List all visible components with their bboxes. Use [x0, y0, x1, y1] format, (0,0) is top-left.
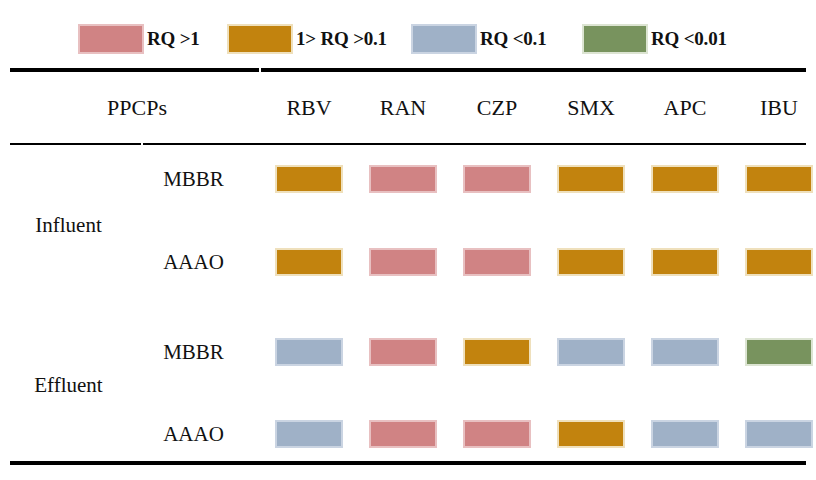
rq-category-swatch	[369, 248, 437, 276]
treatment-label: AAAO	[125, 248, 262, 276]
group-label-effluent: Effluent	[12, 372, 125, 398]
column-header-ran: RAN	[356, 95, 450, 121]
cell-ran	[356, 338, 450, 366]
ppcp-rq-heatmap-figure: RQ >1 1> RQ >0.1 RQ <0.1 RQ <0.01 PPCPs RBV…	[0, 0, 816, 480]
rq-category-swatch	[745, 165, 813, 193]
header-divider-left-segment	[10, 143, 141, 145]
table-row: AAAO	[12, 248, 816, 276]
rq-category-swatch	[745, 420, 813, 448]
legend-item: RQ <0.1	[411, 24, 546, 54]
table-row: MBBR	[12, 165, 816, 193]
cell-czp	[450, 420, 544, 448]
column-header-apc: APC	[638, 95, 732, 121]
cell-ibu	[732, 338, 816, 366]
rq-category-swatch	[463, 338, 531, 366]
cell-ibu	[732, 248, 816, 276]
cell-rbv	[262, 338, 356, 366]
table-row: AAAO	[12, 420, 816, 448]
cell-smx	[544, 338, 638, 366]
legend-color-swatch	[582, 24, 648, 54]
legend-label: RQ <0.1	[480, 28, 546, 50]
column-header-czp: CZP	[450, 95, 544, 121]
rq-category-swatch	[275, 165, 343, 193]
cell-rbv	[262, 248, 356, 276]
column-header-smx: SMX	[544, 95, 638, 121]
rq-category-swatch	[745, 338, 813, 366]
treatment-label: AAAO	[125, 420, 262, 448]
rq-category-swatch	[369, 165, 437, 193]
legend-item: RQ >1	[78, 24, 200, 54]
top-rule-left-segment	[10, 68, 259, 72]
cell-rbv	[262, 165, 356, 193]
rq-category-swatch	[557, 248, 625, 276]
legend-label: RQ >1	[147, 28, 200, 50]
rq-category-swatch	[275, 420, 343, 448]
cell-czp	[450, 248, 544, 276]
column-header-ibu: IBU	[732, 95, 816, 121]
cell-ibu	[732, 165, 816, 193]
bottom-rule	[10, 461, 806, 465]
top-rule-right-segment	[261, 68, 806, 72]
rq-category-swatch	[557, 165, 625, 193]
rq-category-swatch	[275, 248, 343, 276]
legend-color-swatch	[411, 24, 477, 54]
row-header-label: PPCPs	[12, 95, 262, 121]
legend-label: RQ <0.01	[651, 28, 727, 50]
rq-category-swatch	[651, 420, 719, 448]
cell-czp	[450, 165, 544, 193]
legend: RQ >1 1> RQ >0.1 RQ <0.1 RQ <0.01	[0, 0, 816, 60]
legend-color-swatch	[78, 24, 144, 54]
rq-category-swatch	[557, 338, 625, 366]
cell-smx	[544, 165, 638, 193]
rq-category-swatch	[745, 248, 813, 276]
cell-smx	[544, 420, 638, 448]
rq-category-swatch	[651, 165, 719, 193]
cell-czp	[450, 338, 544, 366]
column-header-rbv: RBV	[262, 95, 356, 121]
legend-color-swatch	[227, 24, 293, 54]
cell-ran	[356, 248, 450, 276]
rq-category-swatch	[369, 338, 437, 366]
rq-category-swatch	[557, 420, 625, 448]
rq-category-swatch	[463, 248, 531, 276]
cell-apc	[638, 248, 732, 276]
legend-item: 1> RQ >0.1	[227, 24, 387, 54]
group-label-influent: Influent	[12, 212, 125, 238]
header-divider-right-segment	[143, 143, 806, 145]
legend-item: RQ <0.01	[582, 24, 727, 54]
cell-ibu	[732, 420, 816, 448]
cell-apc	[638, 338, 732, 366]
cell-smx	[544, 248, 638, 276]
header-row: PPCPs RBVRANCZPSMXAPCIBU	[12, 88, 816, 128]
treatment-label: MBBR	[125, 165, 262, 193]
treatment-label: MBBR	[125, 338, 262, 366]
rq-category-swatch	[651, 338, 719, 366]
rq-category-swatch	[651, 248, 719, 276]
cell-rbv	[262, 420, 356, 448]
cell-apc	[638, 420, 732, 448]
cell-ran	[356, 165, 450, 193]
rq-category-swatch	[463, 165, 531, 193]
legend-label: 1> RQ >0.1	[296, 28, 387, 50]
rq-category-swatch	[369, 420, 437, 448]
cell-ran	[356, 420, 450, 448]
rq-category-swatch	[463, 420, 531, 448]
rq-category-swatch	[275, 338, 343, 366]
cell-apc	[638, 165, 732, 193]
table-row: MBBR	[12, 338, 816, 366]
